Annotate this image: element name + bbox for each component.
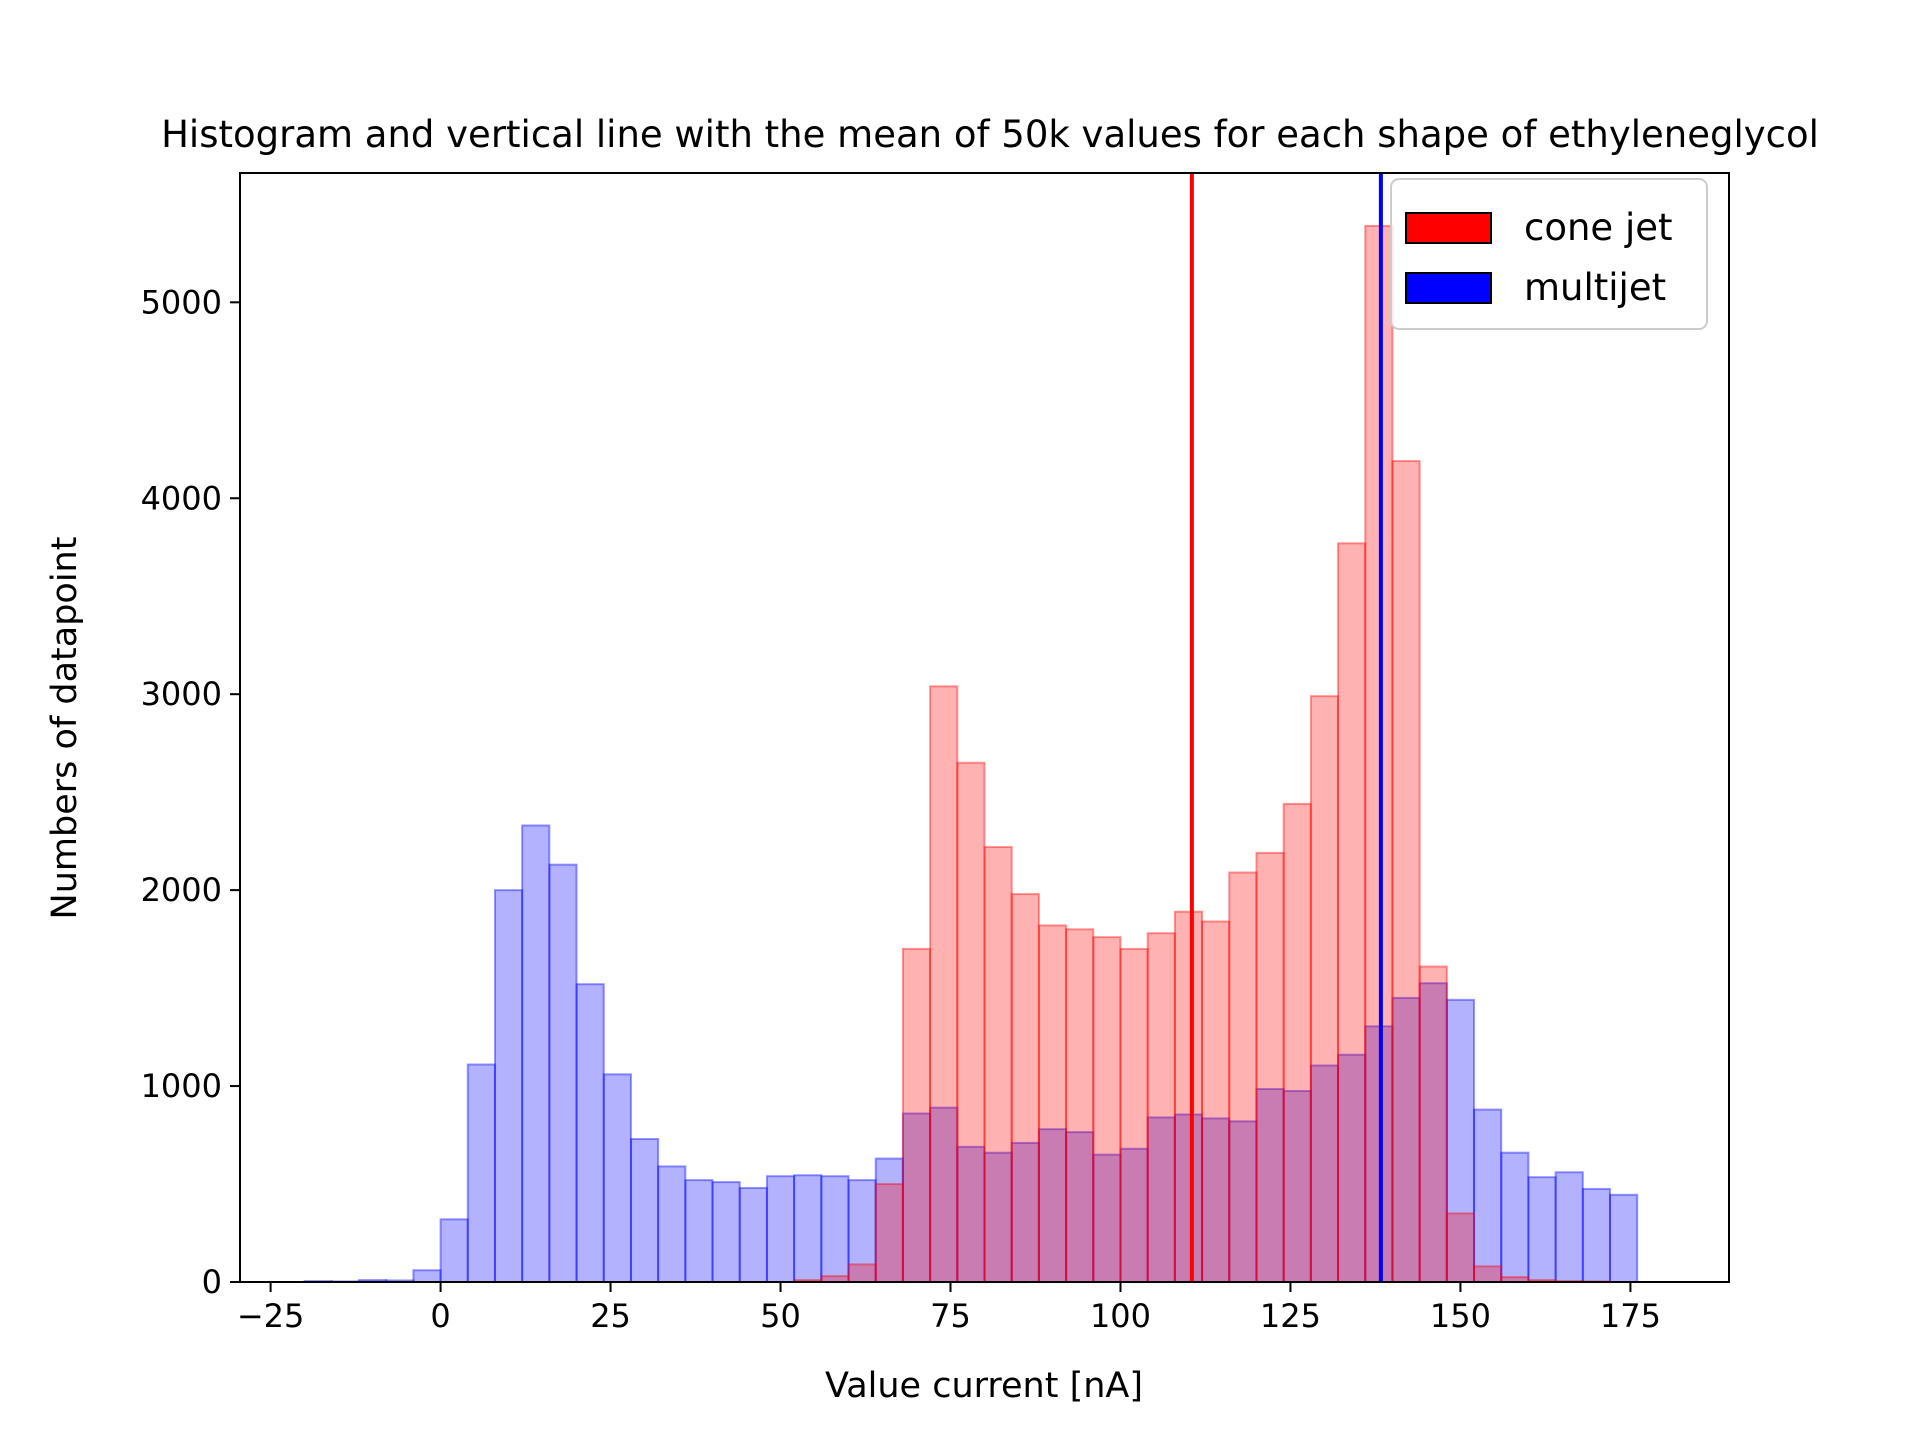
x-tick-label: 25	[590, 1297, 631, 1335]
cone-jet-bar	[1309, 695, 1340, 1283]
cone-jet-bar	[1445, 1212, 1476, 1283]
multijet-bar	[575, 983, 605, 1284]
x-axis-ticks: −25 0 25 50 75 100 125 150 175	[237, 1282, 1661, 1335]
cone-jet-bar	[1337, 542, 1367, 1283]
cone-jet-bar	[1010, 893, 1040, 1284]
multijet-bar	[439, 1218, 469, 1283]
multijet-bar	[1609, 1193, 1639, 1284]
multijet-bar	[629, 1137, 660, 1283]
y-axis-label: Numbers of datapoint	[45, 537, 85, 920]
multijet-bar	[1282, 1089, 1312, 1284]
legend-swatch-multijet	[1405, 272, 1492, 304]
cone-jet-bar	[901, 947, 932, 1283]
multijet-bar	[874, 1157, 904, 1283]
multijet-bar	[1119, 1147, 1149, 1284]
multijet-bar	[521, 824, 551, 1283]
cone-jet-bar	[1228, 871, 1258, 1283]
multijet-bar	[901, 1112, 932, 1284]
multijet-bar	[1228, 1120, 1258, 1283]
legend: cone jet multijet	[1390, 178, 1708, 330]
multijet-bar	[657, 1165, 687, 1284]
chart-title: Histogram and vertical line with the mea…	[161, 113, 1819, 156]
multijet-bar	[1092, 1153, 1122, 1284]
cone-jet-bar	[1119, 947, 1149, 1283]
x-tick-label: 150	[1430, 1297, 1491, 1335]
multijet-bar	[738, 1186, 768, 1284]
multijet-bar	[1309, 1064, 1340, 1283]
legend-label-multijet: multijet	[1524, 266, 1666, 309]
multijet-bars	[303, 824, 1639, 1284]
legend-label-cone-jet: cone jet	[1524, 206, 1673, 249]
x-tick-label: 125	[1260, 1297, 1321, 1335]
cone-jet-bar	[983, 846, 1013, 1283]
y-tick-label: 0	[202, 1263, 222, 1301]
multijet-bar	[684, 1179, 714, 1283]
x-tick-label: 175	[1600, 1297, 1661, 1335]
mean-lines	[1189, 173, 1383, 1282]
x-tick-label: 100	[1090, 1297, 1151, 1335]
multijet-bar	[602, 1073, 632, 1283]
cone-jet-bar	[956, 761, 986, 1283]
cone-jet-bar	[1364, 224, 1394, 1283]
multijet-bar	[1010, 1141, 1040, 1283]
y-tick-label: 3000	[141, 675, 222, 713]
cone-jet-bar	[847, 1263, 877, 1283]
multijet-bar	[793, 1174, 823, 1284]
cone-jet-bar	[1173, 910, 1204, 1284]
multijet-bar	[1391, 996, 1421, 1283]
multijet-bar	[1527, 1176, 1557, 1284]
cone-jet-bar	[1282, 802, 1312, 1284]
multijet-bar	[493, 889, 524, 1283]
multijet-bar	[466, 1063, 496, 1284]
cone-jet-bar	[929, 685, 959, 1283]
cone-jet-bar	[1201, 920, 1231, 1284]
multijet-bar	[711, 1181, 741, 1283]
multijet-bar	[1473, 1108, 1503, 1283]
cone-jet-bar	[1255, 851, 1285, 1283]
cone-jet-bar	[1065, 928, 1095, 1284]
multijet-bar	[847, 1179, 877, 1283]
multijet-bar	[765, 1175, 796, 1283]
multijet-bar	[1581, 1187, 1612, 1283]
x-axis-label: Value current [nA]	[825, 1366, 1143, 1406]
multijet-bar	[983, 1151, 1013, 1284]
legend-swatch-cone-jet	[1405, 212, 1492, 244]
multijet-bar	[1146, 1116, 1176, 1284]
x-tick-label: −25	[237, 1297, 305, 1335]
y-tick-label: 4000	[141, 479, 222, 517]
y-tick-label: 1000	[141, 1067, 222, 1105]
x-tick-label: 75	[930, 1297, 971, 1335]
multijet-bar	[1500, 1151, 1530, 1284]
multijet-bar	[548, 863, 578, 1283]
cone-jet-bar	[874, 1183, 904, 1284]
y-axis-ticks: 0 1000 2000 3000 4000 5000	[141, 283, 240, 1301]
x-tick-label: 50	[760, 1297, 801, 1335]
multijet-bar	[1554, 1171, 1584, 1284]
multijet-bar	[820, 1175, 850, 1283]
y-tick-label: 2000	[141, 871, 222, 909]
y-tick-label: 5000	[141, 283, 222, 321]
multijet-bar	[1337, 1053, 1367, 1283]
plot-frame	[239, 172, 1730, 1283]
cone-jet-bar	[1418, 965, 1448, 1284]
x-tick-label: 0	[430, 1297, 450, 1335]
multijet-bar	[412, 1269, 442, 1283]
cone-jet-bar	[1037, 924, 1068, 1283]
cone-jet-bar	[1092, 936, 1122, 1283]
multijet-bar	[1037, 1128, 1068, 1283]
cone-jet-bar	[1146, 932, 1176, 1283]
cone-jet-bars	[793, 224, 1612, 1284]
cone-jet-bar	[1473, 1265, 1503, 1283]
cone-jet-bar	[1391, 460, 1421, 1283]
